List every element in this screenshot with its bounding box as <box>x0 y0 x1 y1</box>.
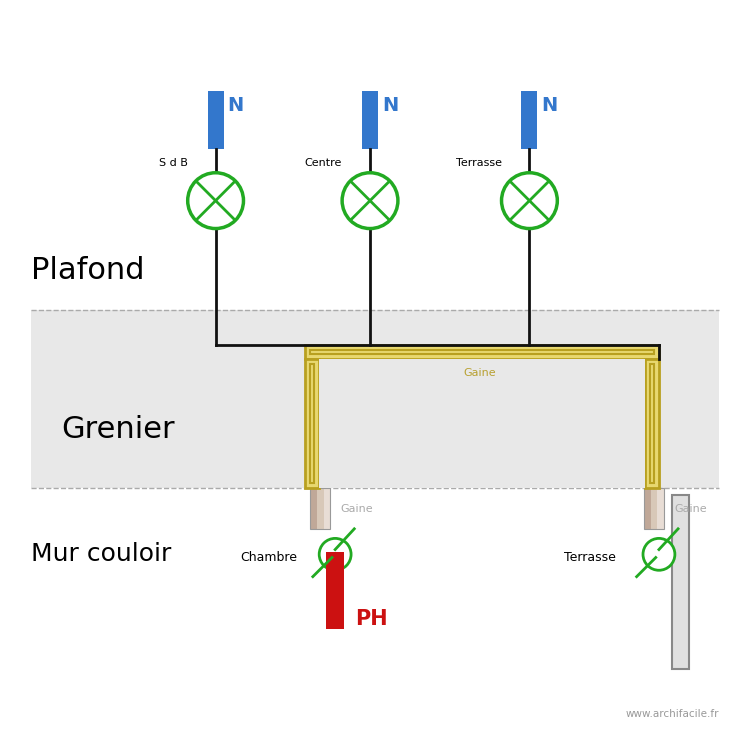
Bar <box>651 488 657 530</box>
Bar <box>326 552 344 629</box>
Text: Terrasse: Terrasse <box>455 158 502 168</box>
Bar <box>305 345 659 359</box>
Text: Gaine: Gaine <box>674 505 706 515</box>
Text: Chambre: Chambre <box>241 550 298 564</box>
Text: Plafond: Plafond <box>32 256 145 285</box>
Bar <box>645 359 659 488</box>
Bar <box>208 91 224 148</box>
Text: N: N <box>382 96 398 115</box>
Bar <box>310 488 330 530</box>
Bar <box>310 364 314 483</box>
Text: Centre: Centre <box>304 158 342 168</box>
Bar <box>650 364 654 483</box>
Text: Gaine: Gaine <box>464 368 496 378</box>
Bar <box>644 488 651 530</box>
Bar <box>657 488 664 530</box>
Text: N: N <box>542 96 558 115</box>
Circle shape <box>320 538 351 570</box>
Circle shape <box>502 172 557 229</box>
Bar <box>323 488 330 530</box>
Circle shape <box>188 172 244 229</box>
Bar <box>320 359 645 488</box>
Circle shape <box>643 538 675 570</box>
Bar <box>310 488 317 530</box>
Text: www.archifacile.fr: www.archifacile.fr <box>626 709 718 718</box>
Bar <box>644 488 664 530</box>
Bar <box>317 488 323 530</box>
Text: S d B: S d B <box>159 158 188 168</box>
Bar <box>32 310 718 488</box>
Bar <box>305 359 320 488</box>
Bar <box>362 91 378 148</box>
Bar <box>521 91 538 148</box>
Bar <box>310 350 654 354</box>
Text: Gaine: Gaine <box>340 505 373 515</box>
Text: Terrasse: Terrasse <box>564 550 616 564</box>
Text: Grenier: Grenier <box>62 416 175 444</box>
Text: PH: PH <box>355 609 388 629</box>
Text: Mur couloir: Mur couloir <box>32 542 172 566</box>
Circle shape <box>342 172 398 229</box>
Text: N: N <box>227 96 244 115</box>
Bar <box>672 494 688 669</box>
